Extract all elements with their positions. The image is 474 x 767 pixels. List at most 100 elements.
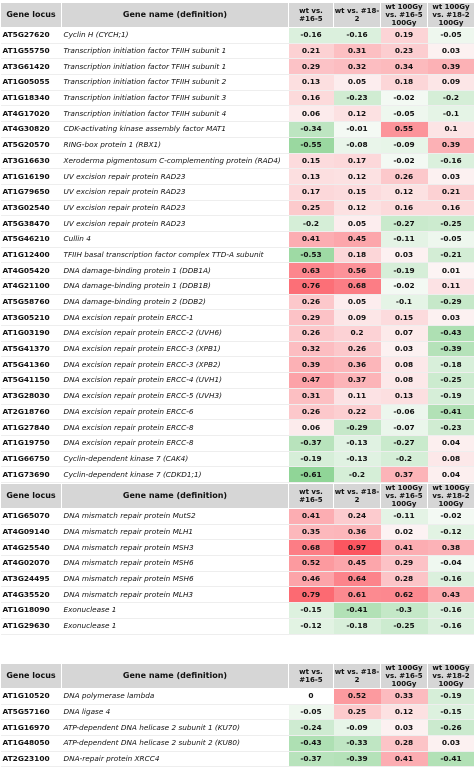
gene-locus: AT1G05055 xyxy=(1,75,62,91)
fold-change-value: 0.55 xyxy=(381,122,428,138)
fold-change-value: 0.12 xyxy=(381,184,428,200)
fold-change-value: 0.01 xyxy=(428,263,474,279)
fold-change-value: 0.29 xyxy=(289,310,334,326)
gene-locus: AT4G02070 xyxy=(1,556,62,572)
fold-change-value: 0.05 xyxy=(334,75,381,91)
gene-locus: AT5G46210 xyxy=(1,231,62,247)
gene-locus: AT4G17020 xyxy=(1,106,62,122)
fold-change-value: 0.13 xyxy=(381,388,428,404)
fold-change-value: 0.17 xyxy=(289,184,334,200)
fold-change-value: -0.41 xyxy=(334,603,381,619)
gene-name: DNA mismatch repair protein MutS2 xyxy=(62,509,289,525)
gene-name: Cyclin H (CYCH;1) xyxy=(62,28,289,44)
header-wt100-vs-18-2-100: wt 100Gy vs. #18-2 100Gy xyxy=(428,664,474,689)
fold-change-value: -0.18 xyxy=(334,618,381,634)
fold-change-value: 0.41 xyxy=(381,751,428,767)
fold-change-value: 0.62 xyxy=(381,587,428,603)
fold-change-value: 0.03 xyxy=(381,247,428,263)
gene-locus: AT3G05210 xyxy=(1,310,62,326)
fold-change-value: -0.07 xyxy=(381,420,428,436)
gene-locus: AT1G79650 xyxy=(1,184,62,200)
fold-change-value: 0.17 xyxy=(334,153,381,169)
gene-name: DNA ligase 4 xyxy=(62,704,289,720)
fold-change-value: 0.16 xyxy=(428,200,474,216)
fold-change-value: -0.43 xyxy=(289,736,334,752)
fold-change-value: 0.68 xyxy=(334,279,381,295)
fold-change-value: -0.37 xyxy=(289,435,334,451)
header-gene-name: Gene name (definition) xyxy=(62,3,289,28)
gene-locus: AT3G61420 xyxy=(1,59,62,75)
fold-change-value: 0.12 xyxy=(334,169,381,185)
fold-change-value: 0.39 xyxy=(428,137,474,153)
gene-name: CDK-activating kinase assembly factor MA… xyxy=(62,122,289,138)
gene-name: DNA mismatch repair protein MSH6 xyxy=(62,571,289,587)
fold-change-value: -0.15 xyxy=(428,704,474,720)
fold-change-value: 0.39 xyxy=(289,357,334,373)
gene-name: DNA excision repair protein ERCC-3 (XPB2… xyxy=(62,357,289,373)
fold-change-value: 0.08 xyxy=(381,373,428,389)
fold-change-value: 0.35 xyxy=(289,524,334,540)
gene-locus: AT4G35520 xyxy=(1,587,62,603)
gene-locus: AT3G02540 xyxy=(1,200,62,216)
gene-locus: AT5G20570 xyxy=(1,137,62,153)
gene-name: DNA excision repair protein ERCC-3 (XPB1… xyxy=(62,341,289,357)
gene-name: DNA excision repair protein ERCC-6 xyxy=(62,404,289,420)
fold-change-value: -0.1 xyxy=(381,294,428,310)
fold-change-value: 0.1 xyxy=(428,122,474,138)
fold-change-value: -0.13 xyxy=(334,435,381,451)
gene-name: Transcription initiation factor TFIIH su… xyxy=(62,90,289,106)
fold-change-value: 0.13 xyxy=(289,75,334,91)
fold-change-value: -0.39 xyxy=(428,341,474,357)
gene-name: DNA excision repair protein ERCC-8 xyxy=(62,435,289,451)
gene-name: DNA mismatch repair protein MSH3 xyxy=(62,540,289,556)
fold-change-value: -0.3 xyxy=(381,603,428,619)
fold-change-value: 0.38 xyxy=(428,540,474,556)
fold-change-value: 0.26 xyxy=(289,404,334,420)
header-wt-vs-18-2: wt vs. #18-2 xyxy=(334,3,381,28)
gene-name: DNA polymerase lambda xyxy=(62,689,289,705)
fold-change-value: 0.21 xyxy=(428,184,474,200)
gene-locus: AT1G18340 xyxy=(1,90,62,106)
fold-change-value: -0.26 xyxy=(428,720,474,736)
gene-name: ATP-dependent DNA helicase 2 subunit 1 (… xyxy=(62,720,289,736)
fold-change-value: 0.31 xyxy=(289,388,334,404)
gene-name: DNA excision repair protein ERCC-8 xyxy=(62,420,289,436)
gene-name: TFIIH basal transcription factor complex… xyxy=(62,247,289,263)
fold-change-value: -0.27 xyxy=(381,435,428,451)
fold-change-value: -0.04 xyxy=(428,556,474,572)
fold-change-value: -0.55 xyxy=(289,137,334,153)
fold-change-value: 0.06 xyxy=(289,106,334,122)
fold-change-value: 0.22 xyxy=(334,404,381,420)
fold-change-value: -0.25 xyxy=(428,216,474,232)
fold-change-value: 0.21 xyxy=(289,43,334,59)
gene-name: DNA excision repair protein ERCC-5 (UVH3… xyxy=(62,388,289,404)
gene-locus: AT5G41150 xyxy=(1,373,62,389)
fold-change-value: -0.05 xyxy=(428,28,474,44)
gene-locus: AT3G24495 xyxy=(1,571,62,587)
fold-change-value: -0.16 xyxy=(428,153,474,169)
fold-change-value: 0.56 xyxy=(334,263,381,279)
fold-change-value: -0.2 xyxy=(381,451,428,467)
fold-change-value: -0.1 xyxy=(428,106,474,122)
fold-change-value: 0.36 xyxy=(334,357,381,373)
header-wt100-vs-16-5-100: wt 100Gy vs. #16-5 100Gy xyxy=(381,664,428,689)
fold-change-value: -0.29 xyxy=(334,420,381,436)
fold-change-value: -0.16 xyxy=(428,603,474,619)
fold-change-value: 0.45 xyxy=(334,231,381,247)
fold-change-value: -0.08 xyxy=(334,137,381,153)
fold-change-value: 0.16 xyxy=(289,90,334,106)
header-wt-vs-16-5: wt vs. #16-5 xyxy=(289,3,334,28)
fold-change-value: 0.52 xyxy=(334,689,381,705)
header-wt100-vs-16-5-100: wt 100Gy vs. #16-5 100Gy xyxy=(381,3,428,28)
